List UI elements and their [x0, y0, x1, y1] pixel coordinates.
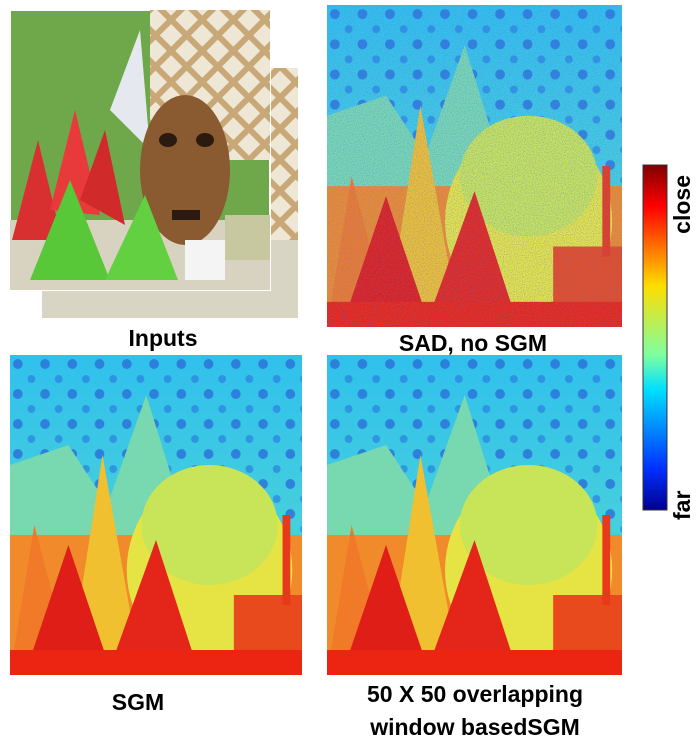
colorbar: [643, 165, 667, 510]
figure: Inputs SAD, no SGM SGM 50 X 50 overlappi…: [0, 0, 697, 740]
colorbar-top-label: close: [669, 175, 695, 234]
panel-caption: 50 X 50 overlapping: [367, 681, 583, 707]
sad-depth-map: [327, 5, 622, 327]
colorbar-bottom-label: far: [669, 491, 695, 520]
panel-caption: window basedSGM: [369, 714, 580, 740]
input-image-front: [10, 10, 270, 290]
panel-caption: SAD, no SGM: [399, 330, 547, 356]
panel-caption: Inputs: [129, 325, 198, 351]
panel-caption: SGM: [112, 689, 164, 715]
windowed-sgm-depth-map: [327, 355, 622, 675]
input-images: [10, 10, 298, 318]
sgm-depth-map: [10, 355, 302, 675]
